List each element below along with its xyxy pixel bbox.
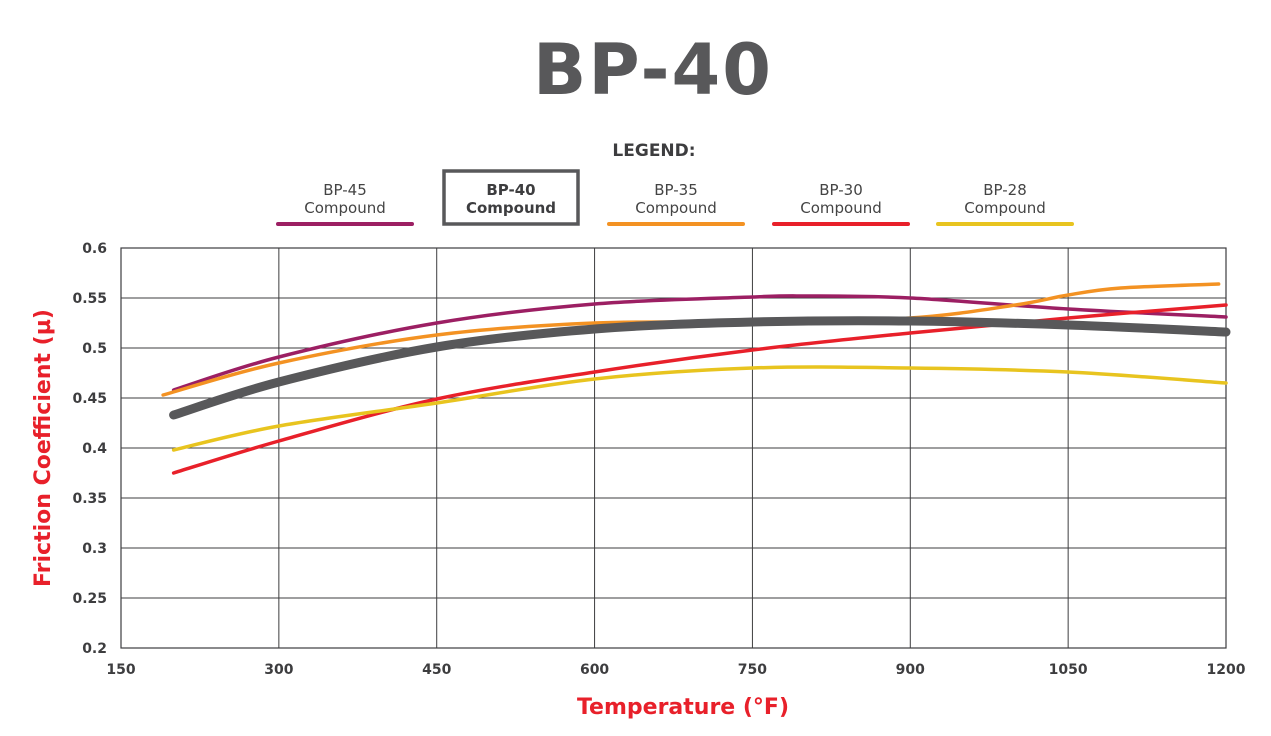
y-tick-label: 0.3	[82, 541, 107, 557]
legend-sublabel: Compound	[800, 199, 882, 217]
y-tick-label: 0.45	[72, 391, 107, 407]
legend-title: LEGEND:	[612, 141, 695, 161]
y-tick-label: 0.5	[82, 341, 107, 357]
x-tick-label: 1050	[1049, 662, 1088, 678]
legend-swatch-box	[442, 169, 580, 226]
series-line-bp-45	[171, 294, 1228, 392]
legend: BP-45CompoundBP-40CompoundBP-35CompoundB…	[276, 169, 1074, 226]
legend-sublabel: Compound	[635, 199, 717, 217]
legend-label: BP-35	[654, 181, 698, 199]
series-lines	[161, 282, 1231, 475]
x-tick-label: 750	[738, 662, 767, 678]
x-tick-label: 600	[580, 662, 609, 678]
y-tick-label: 0.35	[72, 491, 107, 507]
y-tick-label: 0.25	[72, 591, 107, 607]
legend-sublabel: Compound	[466, 199, 556, 217]
grid	[120, 247, 1227, 649]
x-tick-label: 900	[896, 662, 925, 678]
legend-sublabel: Compound	[964, 199, 1046, 217]
y-axis-label: Friction Coefficient (µ)	[31, 309, 56, 587]
y-tick-label: 0.55	[72, 291, 107, 307]
x-tick-label: 150	[106, 662, 135, 678]
x-tick-label: 450	[422, 662, 451, 678]
y-tick-label: 0.2	[82, 641, 107, 657]
tick-labels: 150 300 450 600 750 900 1050 1200 0.2 0.25 0.3 0.35…	[72, 241, 1245, 678]
x-axis-label: Temperature (°F)	[577, 695, 789, 720]
legend-label: BP-45	[323, 181, 367, 199]
legend-label: BP-30	[819, 181, 863, 199]
legend-label: BP-40	[486, 181, 535, 199]
y-tick-label: 0.4	[82, 441, 107, 457]
legend-label: BP-28	[983, 181, 1027, 199]
y-tick-label: 0.6	[82, 241, 107, 257]
series-line-bp-28	[171, 365, 1228, 452]
x-tick-label: 300	[264, 662, 293, 678]
series-line-bp-30	[171, 303, 1228, 475]
legend-sublabel: Compound	[304, 199, 386, 217]
series-line-bp-40	[169, 316, 1231, 420]
chart-title: BP-40	[533, 29, 773, 111]
x-tick-label: 1200	[1207, 662, 1246, 678]
